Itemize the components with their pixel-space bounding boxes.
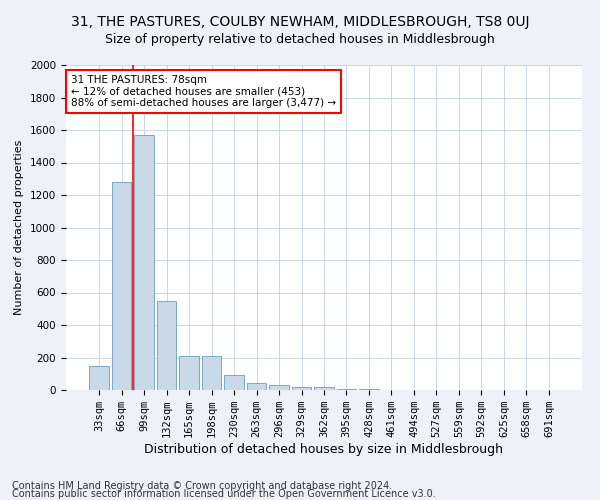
Bar — [179, 356, 199, 390]
Bar — [112, 182, 131, 390]
Y-axis label: Number of detached properties: Number of detached properties — [14, 140, 25, 315]
Bar — [247, 382, 266, 390]
Bar — [157, 300, 176, 390]
Bar — [314, 387, 334, 390]
Bar — [269, 385, 289, 390]
Text: Contains HM Land Registry data © Crown copyright and database right 2024.: Contains HM Land Registry data © Crown c… — [12, 481, 392, 491]
Text: 31, THE PASTURES, COULBY NEWHAM, MIDDLESBROUGH, TS8 0UJ: 31, THE PASTURES, COULBY NEWHAM, MIDDLES… — [71, 15, 529, 29]
Bar — [292, 387, 311, 390]
Text: Contains public sector information licensed under the Open Government Licence v3: Contains public sector information licen… — [12, 489, 436, 499]
Bar — [134, 135, 154, 390]
Text: Size of property relative to detached houses in Middlesbrough: Size of property relative to detached ho… — [105, 32, 495, 46]
Bar — [224, 374, 244, 390]
Bar — [202, 356, 221, 390]
Text: 31 THE PASTURES: 78sqm
← 12% of detached houses are smaller (453)
88% of semi-de: 31 THE PASTURES: 78sqm ← 12% of detached… — [71, 74, 336, 108]
Bar — [337, 389, 356, 390]
Bar — [89, 366, 109, 390]
X-axis label: Distribution of detached houses by size in Middlesbrough: Distribution of detached houses by size … — [145, 443, 503, 456]
Bar — [359, 389, 379, 390]
